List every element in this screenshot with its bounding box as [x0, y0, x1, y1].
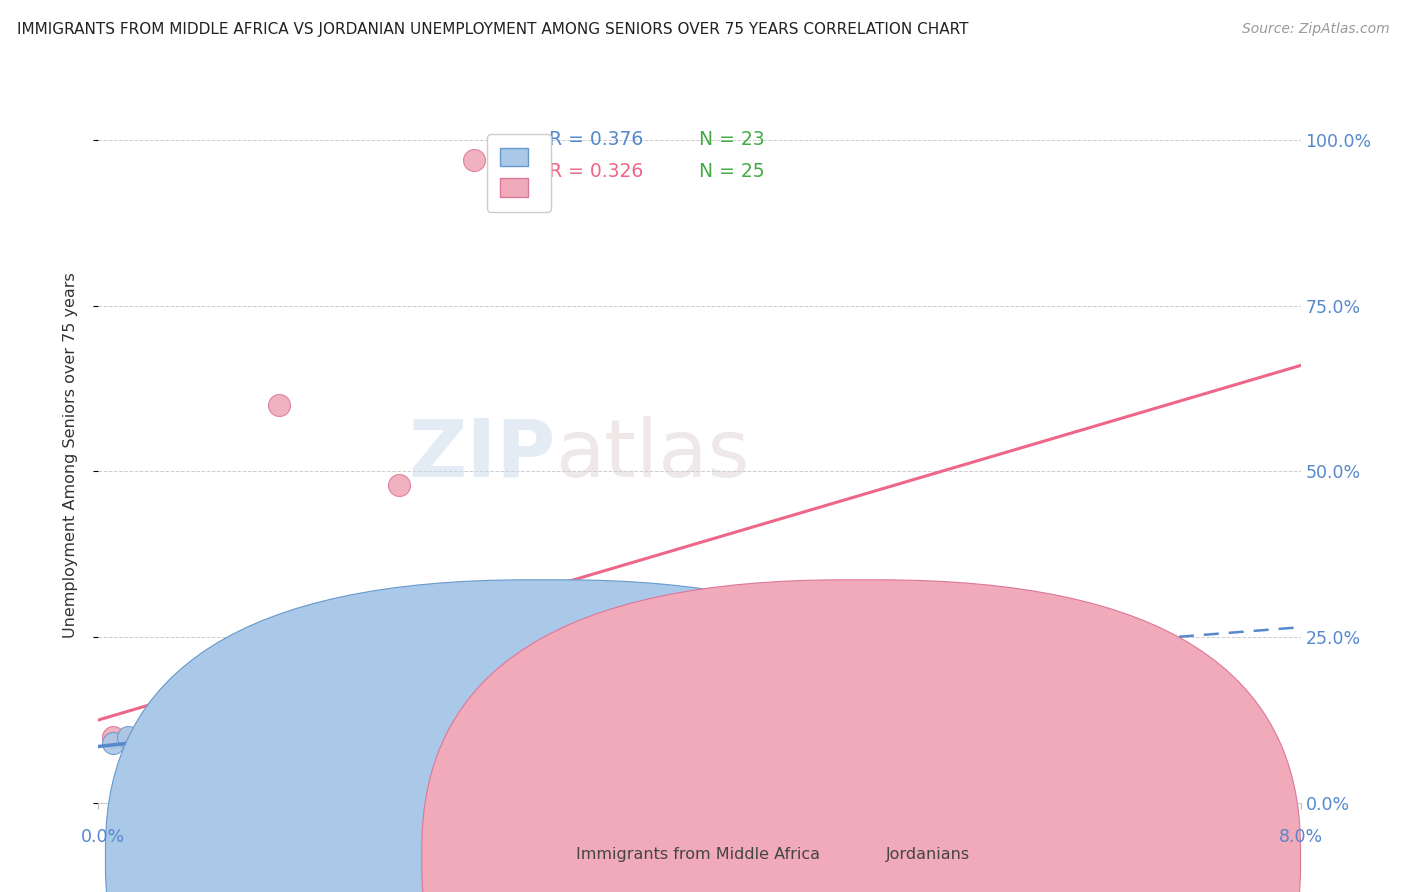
Point	[298, 730, 321, 744]
Point	[117, 732, 139, 747]
Point	[418, 650, 440, 665]
Point	[267, 673, 290, 688]
Text: N = 25: N = 25	[700, 162, 765, 181]
Point	[568, 670, 591, 684]
Y-axis label: Unemployment Among Seniors over 75 years: Unemployment Among Seniors over 75 years	[63, 272, 77, 638]
Text: Immigrants from Middle Africa: Immigrants from Middle Africa	[576, 847, 821, 862]
Point	[177, 732, 200, 747]
Point	[418, 657, 440, 671]
Point	[162, 709, 184, 723]
Point	[388, 477, 411, 491]
Point	[283, 720, 305, 734]
Point	[253, 730, 276, 744]
Point	[177, 720, 200, 734]
Point	[117, 730, 139, 744]
Text: R = 0.376: R = 0.376	[550, 130, 644, 149]
Point	[538, 673, 561, 688]
Text: 8.0%: 8.0%	[1278, 828, 1323, 846]
Point	[132, 739, 155, 754]
Text: 0.0%: 0.0%	[80, 828, 125, 846]
Text: Source: ZipAtlas.com: Source: ZipAtlas.com	[1241, 22, 1389, 37]
Point	[193, 739, 215, 754]
Text: atlas: atlas	[555, 416, 749, 494]
Text: Jordanians: Jordanians	[886, 847, 970, 862]
Point	[357, 657, 380, 671]
Point	[267, 643, 290, 657]
Point	[988, 633, 1011, 648]
Text: ZIP: ZIP	[408, 416, 555, 494]
Point	[103, 736, 125, 750]
Point	[388, 657, 411, 671]
Text: IMMIGRANTS FROM MIDDLE AFRICA VS JORDANIAN UNEMPLOYMENT AMONG SENIORS OVER 75 YE: IMMIGRANTS FROM MIDDLE AFRICA VS JORDANI…	[17, 22, 969, 37]
Point	[193, 709, 215, 723]
Point	[328, 666, 350, 681]
Point	[253, 690, 276, 704]
Point	[132, 726, 155, 740]
Point	[463, 153, 485, 167]
Point	[568, 693, 591, 707]
Point	[357, 736, 380, 750]
Point	[148, 739, 170, 754]
Point	[328, 732, 350, 747]
Point	[312, 683, 335, 698]
Point	[103, 730, 125, 744]
Point	[162, 730, 184, 744]
Point	[148, 736, 170, 750]
Point	[208, 736, 231, 750]
Point	[238, 736, 260, 750]
Point	[1019, 607, 1042, 621]
Point	[538, 673, 561, 688]
Point	[914, 739, 936, 754]
Text: R = 0.326: R = 0.326	[550, 162, 644, 181]
Point	[222, 732, 245, 747]
Point	[222, 730, 245, 744]
Point	[208, 736, 231, 750]
Point	[298, 732, 321, 747]
Point	[238, 730, 260, 744]
Point	[267, 398, 290, 412]
Point	[283, 663, 305, 677]
Legend: , : ,	[486, 134, 551, 212]
Text: N = 23: N = 23	[700, 130, 765, 149]
Point	[463, 663, 485, 677]
Point	[388, 680, 411, 694]
